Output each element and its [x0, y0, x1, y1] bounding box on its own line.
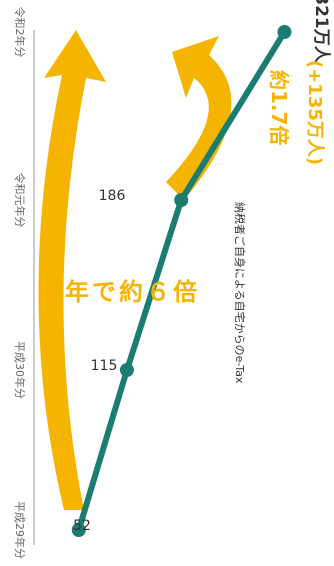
data-label: 321万人	[311, 0, 331, 64]
annotation-growth-last-year: 約1.7倍	[267, 70, 291, 145]
data-label: 52	[73, 518, 91, 534]
small-growth-arrow	[166, 36, 232, 200]
data-label: 115	[91, 358, 118, 374]
big-growth-arrow	[38, 30, 106, 510]
data-point	[119, 363, 134, 377]
annotation-growth-delta: (+135万人)	[304, 60, 325, 165]
data-label: 186	[99, 188, 126, 204]
series-group	[71, 25, 292, 537]
data-point	[71, 523, 86, 537]
x-tick-label: 平成29年分	[13, 501, 27, 559]
data-point	[277, 25, 292, 39]
series-line	[75, 29, 288, 533]
data-point	[174, 193, 189, 207]
x-tick-label: 令和元年分	[13, 173, 27, 228]
annotation-growth-3yr: ３年で約６倍	[38, 278, 200, 306]
x-tick-label: 令和2年分	[13, 7, 27, 58]
labels-group: 52 115 186 321万人	[73, 0, 331, 534]
x-tick-label: 平成30年分	[13, 341, 27, 399]
series-label: 納税者ご自身による自宅からのe-Tax	[233, 202, 247, 384]
